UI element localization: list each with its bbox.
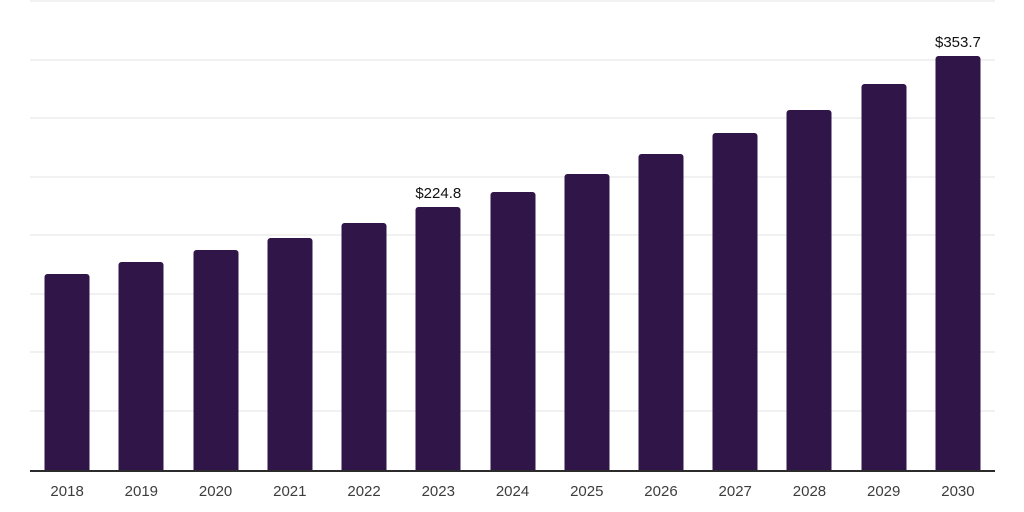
x-axis: 2018 2019 2020 2021 2022 2023 2024 2025 2026 2027… xyxy=(30,482,995,501)
gridline-250 xyxy=(30,175,995,178)
bar-2022 xyxy=(341,223,387,470)
bar-band-2020 xyxy=(178,2,252,470)
x-tick-2029: 2029 xyxy=(867,483,901,500)
bar-2028 xyxy=(786,109,832,470)
x-tick-2020: 2020 xyxy=(198,483,233,500)
x-tick-2023: 2023 xyxy=(421,483,455,500)
x-tick-2026: 2026 xyxy=(644,483,678,500)
gridline-350 xyxy=(30,58,995,61)
bar-band-2021 xyxy=(253,2,327,470)
bar-2027 xyxy=(712,132,758,470)
bar-band-2029 xyxy=(847,2,921,470)
x-tick-2019: 2019 xyxy=(124,483,159,500)
x-tick-2027: 2027 xyxy=(718,483,752,500)
bar-2026 xyxy=(638,153,684,470)
bar-band-2027 xyxy=(698,2,772,470)
bar-band-2022 xyxy=(327,2,401,470)
bar-band-2018 xyxy=(30,2,104,470)
bar-2021 xyxy=(267,237,313,470)
bar-band-2026 xyxy=(624,2,698,470)
bar-band-2025 xyxy=(550,2,624,470)
x-tick-2028: 2028 xyxy=(792,483,827,500)
bar-2020 xyxy=(193,250,239,470)
bar-2025 xyxy=(564,174,610,470)
value-label-2030: $353.7 xyxy=(934,34,981,52)
bar-2024 xyxy=(490,191,536,470)
bar-2029 xyxy=(861,84,907,470)
bar-2019 xyxy=(118,261,164,470)
x-tick-2018: 2018 xyxy=(50,483,84,500)
bar-band-2023: $224.8 xyxy=(401,2,475,470)
x-tick-2030: 2030 xyxy=(941,483,975,500)
bar-2030 xyxy=(935,56,981,470)
x-tick-2021: 2021 xyxy=(273,483,307,500)
plot-area: $224.8 $353.7 xyxy=(30,0,995,472)
x-tick-2024: 2024 xyxy=(495,483,530,500)
bar-2018 xyxy=(44,273,90,470)
bars: $224.8 $353.7 xyxy=(30,2,995,470)
bar-band-2019 xyxy=(104,2,178,470)
value-label-2023: $224.8 xyxy=(415,184,462,202)
bar-band-2024 xyxy=(475,2,549,470)
bar-2023 xyxy=(415,206,461,470)
gridline-400 xyxy=(30,0,995,2)
bar-band-2030: $353.7 xyxy=(921,2,995,470)
bar-band-2028 xyxy=(772,2,846,470)
x-tick-2022: 2022 xyxy=(347,483,381,500)
x-tick-2025: 2025 xyxy=(570,483,604,500)
gridline-300 xyxy=(30,117,995,119)
